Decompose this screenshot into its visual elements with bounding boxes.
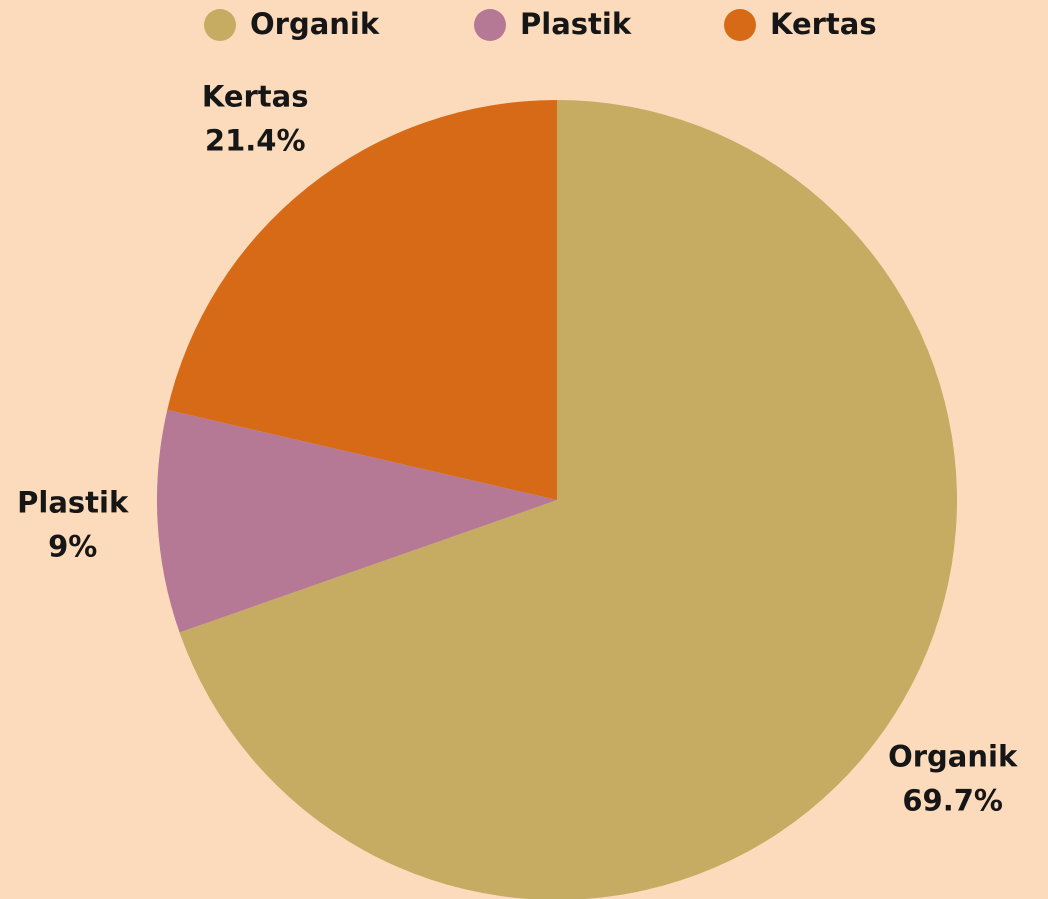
slice-label-value: 69.7% [902,784,1003,818]
legend-label: Kertas [770,7,877,41]
pie-slice [179,100,957,899]
legend-swatch [474,9,506,41]
slice-label-name: Kertas [202,79,309,113]
slice-label-name: Plastik [17,486,129,520]
pie-slice [157,409,557,633]
slice-label-name: Organik [888,740,1018,774]
legend-swatch [724,9,756,41]
pie-slice [167,100,557,500]
legend-label: Plastik [520,7,632,41]
slice-label-value: 21.4% [205,123,306,157]
legend-label: Organik [250,7,380,41]
legend-swatch [204,9,236,41]
slice-label-value: 9% [48,530,97,564]
